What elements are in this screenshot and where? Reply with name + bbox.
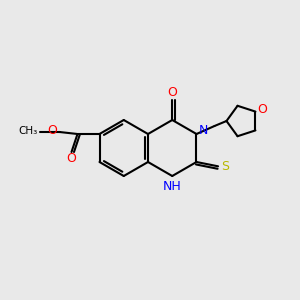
Text: CH₃: CH₃	[18, 126, 38, 136]
Text: NH: NH	[163, 181, 182, 194]
Text: O: O	[48, 124, 57, 137]
Text: O: O	[67, 152, 76, 166]
Text: O: O	[167, 86, 177, 100]
Text: N: N	[199, 124, 208, 137]
Text: O: O	[257, 103, 267, 116]
Text: S: S	[221, 160, 229, 173]
